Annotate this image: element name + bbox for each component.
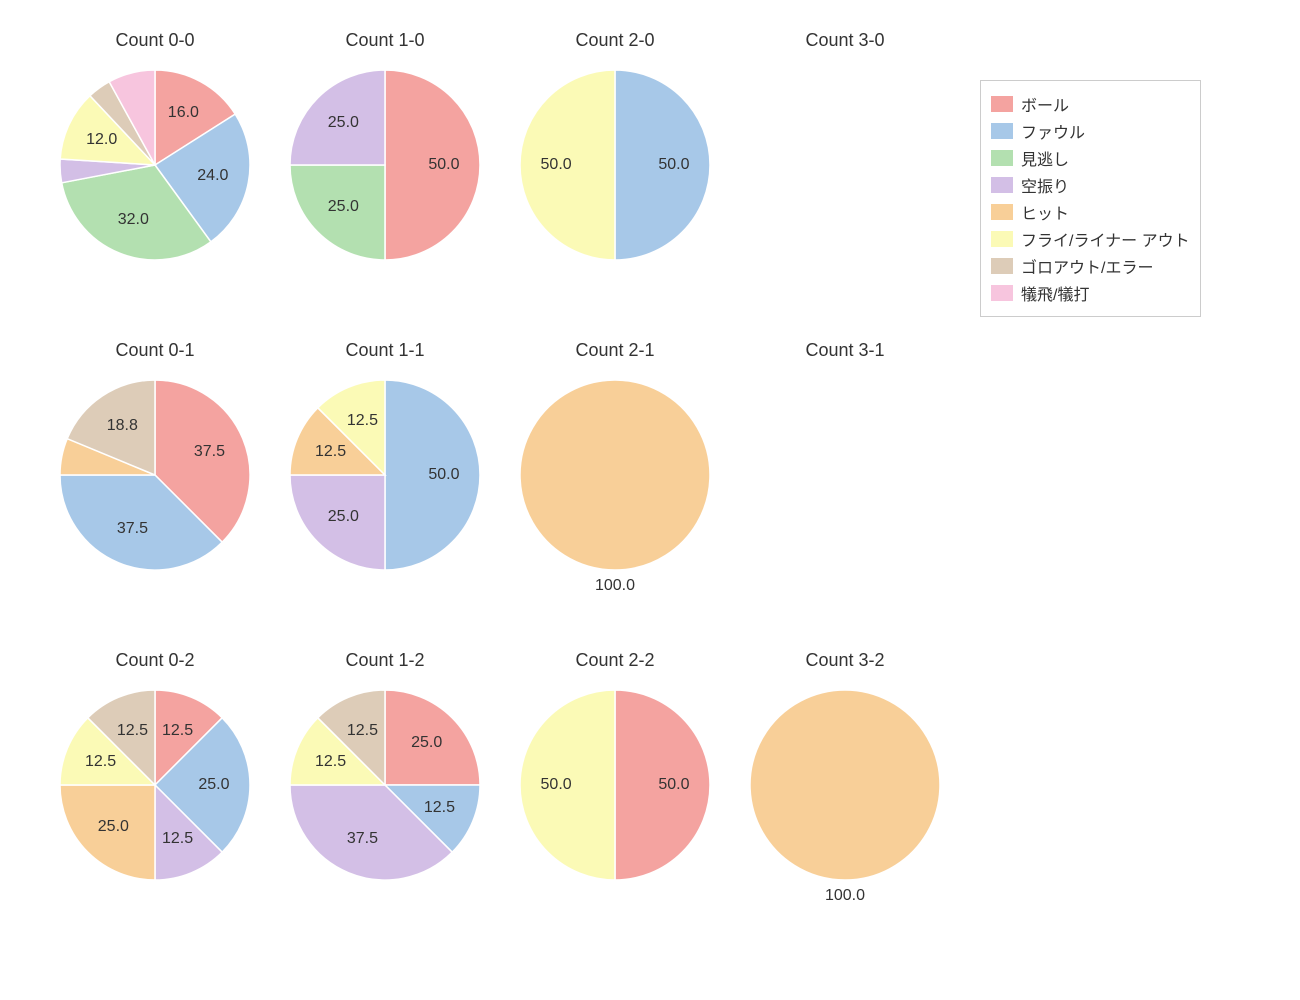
- pie-slice-foul: [385, 380, 480, 570]
- legend-item-foul: ファウル: [991, 119, 1190, 143]
- pie-slice-swing: [290, 475, 385, 570]
- legend-label: 空振り: [1021, 173, 1069, 197]
- legend-label: 見逃し: [1021, 146, 1069, 170]
- pie-slice-hit: [520, 380, 710, 570]
- legend-item-groundout: ゴロアウト/エラー: [991, 254, 1190, 278]
- pie-count-0-0: Count 0-016.024.032.012.0: [55, 30, 255, 310]
- legend-label: ボール: [1021, 92, 1069, 116]
- pie-count-1-2: Count 1-225.012.537.512.512.5: [285, 650, 485, 930]
- legend-swatch: [991, 258, 1013, 274]
- legend-swatch: [991, 150, 1013, 166]
- pie-title: Count 3-1: [745, 340, 945, 361]
- legend-swatch: [991, 177, 1013, 193]
- pie-count-0-1: Count 0-137.537.518.8: [55, 340, 255, 620]
- pie-slice-flyliner: [520, 690, 615, 880]
- chart-canvas: Count 0-016.024.032.012.0Count 1-050.025…: [0, 0, 1300, 1000]
- legend-label: ゴロアウト/エラー: [1021, 254, 1153, 278]
- legend-item-flyliner: フライ/ライナー アウト: [991, 227, 1190, 251]
- pie-svg: [515, 30, 715, 310]
- pie-title: Count 3-0: [745, 30, 945, 51]
- legend: ボールファウル見逃し空振りヒットフライ/ライナー アウトゴロアウト/エラー犠飛/…: [980, 80, 1201, 317]
- pie-count-1-0: Count 1-050.025.025.0: [285, 30, 485, 310]
- pie-count-2-1: Count 2-1100.0: [515, 340, 715, 620]
- pie-slice-ball: [385, 70, 480, 260]
- legend-label: 犠飛/犠打: [1021, 281, 1089, 305]
- pie-count-3-2: Count 3-2100.0: [745, 650, 945, 930]
- legend-item-sac: 犠飛/犠打: [991, 281, 1190, 305]
- pie-svg: [55, 650, 255, 930]
- legend-swatch: [991, 96, 1013, 112]
- legend-label: ヒット: [1021, 200, 1069, 224]
- pie-slice-swing: [290, 70, 385, 165]
- legend-label: フライ/ライナー アウト: [1021, 227, 1190, 251]
- pie-slice-hit: [60, 785, 155, 880]
- pie-slice-foul: [615, 70, 710, 260]
- legend-item-ball: ボール: [991, 92, 1190, 116]
- legend-swatch: [991, 204, 1013, 220]
- pie-slice-ball: [615, 690, 710, 880]
- legend-swatch: [991, 285, 1013, 301]
- legend-label: ファウル: [1021, 119, 1085, 143]
- pie-svg: [745, 650, 945, 930]
- pie-count-3-1: Count 3-1: [745, 340, 945, 620]
- pie-count-0-2: Count 0-212.525.012.525.012.512.5: [55, 650, 255, 930]
- pie-svg: [285, 30, 485, 310]
- legend-swatch: [991, 123, 1013, 139]
- pie-count-1-1: Count 1-150.025.012.512.5: [285, 340, 485, 620]
- pie-count-3-0: Count 3-0: [745, 30, 945, 310]
- pie-svg: [55, 30, 255, 310]
- legend-item-swing: 空振り: [991, 173, 1190, 197]
- pie-slice-look: [290, 165, 385, 260]
- legend-swatch: [991, 231, 1013, 247]
- pie-svg: [55, 340, 255, 620]
- pie-svg: [515, 650, 715, 930]
- pie-svg: [285, 340, 485, 620]
- legend-item-look: 見逃し: [991, 146, 1190, 170]
- pie-count-2-2: Count 2-250.050.0: [515, 650, 715, 930]
- pie-slice-ball: [385, 690, 480, 785]
- pie-svg: [515, 340, 715, 620]
- legend-item-hit: ヒット: [991, 200, 1190, 224]
- pie-svg: [285, 650, 485, 930]
- pie-slice-flyliner: [520, 70, 615, 260]
- pie-slice-hit: [750, 690, 940, 880]
- pie-count-2-0: Count 2-050.050.0: [515, 30, 715, 310]
